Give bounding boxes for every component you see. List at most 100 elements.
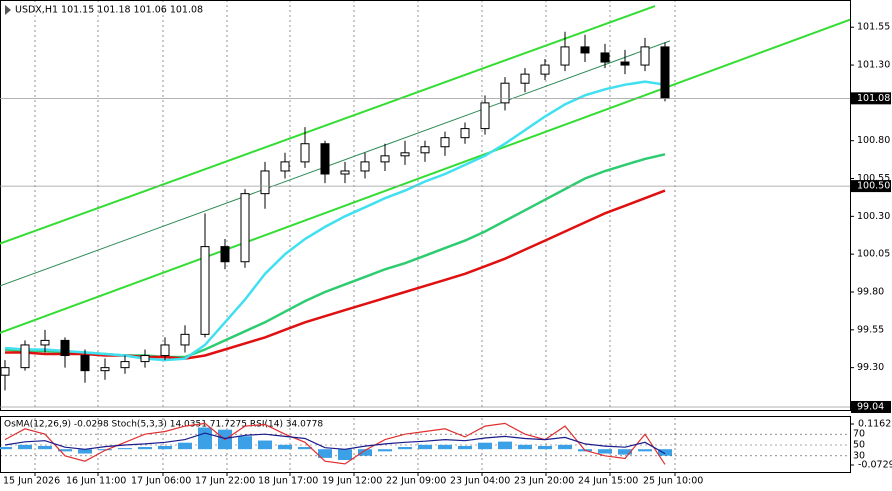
- price-box: [851, 400, 891, 413]
- osma-bar: [38, 445, 52, 450]
- chart-title: USDX,H1 101.15 101.18 101.06 101.08: [15, 5, 203, 16]
- osma-bar: [638, 449, 652, 452]
- price-box: [851, 180, 891, 193]
- osma-bar: [58, 449, 72, 452]
- candle-body: [520, 73, 530, 84]
- osma-bar: [538, 445, 552, 450]
- oscillator-line: [4, 432, 666, 455]
- y-tick-label: 101.55: [857, 22, 890, 33]
- osma-bar: [118, 448, 132, 450]
- x-tick-label: 19 Jun 12:00: [322, 476, 382, 487]
- candle-body: [380, 155, 390, 163]
- y-tick-label: 99.80: [857, 286, 884, 297]
- candle-body: [20, 344, 30, 369]
- candle-body: [320, 143, 330, 175]
- osma-bar: [658, 449, 672, 456]
- osma-bar: [418, 444, 432, 450]
- oscillator-panel-frame: [0, 416, 851, 473]
- channel-line: [0, 18, 851, 334]
- osma-bar: [98, 449, 112, 451]
- y-tick-label: 100.30: [857, 211, 890, 222]
- candle-body: [300, 143, 310, 163]
- candle-body: [420, 146, 430, 154]
- y-tick-label: 100.80: [857, 135, 890, 146]
- candle-body: [660, 46, 670, 99]
- osma-bar: [438, 444, 452, 450]
- candle-body: [620, 61, 630, 66]
- osma-bar: [398, 447, 412, 450]
- candle-body: [460, 128, 470, 139]
- osma-bar: [518, 444, 532, 450]
- price-label: 101.08: [857, 93, 890, 104]
- osma-bar: [178, 442, 192, 450]
- x-tick-label: 25 Jun 10:00: [643, 476, 703, 487]
- candle-body: [260, 170, 270, 195]
- chart-icon: [5, 5, 11, 15]
- candle-body: [40, 339, 50, 346]
- candle-body: [120, 361, 130, 369]
- y-tick-label: 100.05: [857, 249, 890, 260]
- oscillator-title: OsMA(12,26,9) -0.0298 Stoch(5,3,3) 14.03…: [4, 420, 323, 430]
- osma-bar: [158, 445, 172, 450]
- candle-body: [640, 46, 650, 66]
- x-tick-label: 16 Jun 11:00: [66, 476, 126, 487]
- candle-body: [280, 161, 290, 172]
- osma-bar: [318, 449, 332, 458]
- osma-bar: [598, 449, 612, 454]
- channel-line: [0, 40, 671, 287]
- x-tick-label: 22 Jun 09:00: [386, 476, 446, 487]
- osma-bar: [138, 447, 152, 450]
- osma-bar: [378, 449, 392, 452]
- price-label: 100.50: [857, 181, 890, 192]
- price-box: [851, 92, 891, 105]
- candle-body: [180, 333, 190, 346]
- osma-bar: [458, 445, 472, 450]
- candle-body: [340, 170, 350, 175]
- osma-bar: [558, 444, 572, 450]
- osma-bar: [198, 427, 212, 450]
- candle-body: [400, 152, 410, 157]
- price-label: 99.04: [857, 401, 884, 412]
- candle-body: [560, 46, 570, 66]
- y-tick-label: 100.55: [857, 173, 890, 184]
- candle-body: [200, 246, 210, 335]
- candle-body: [220, 246, 230, 263]
- osma-bar: [238, 436, 252, 450]
- channel-line: [0, 5, 656, 245]
- candle-body: [60, 339, 70, 357]
- candle-body: [480, 102, 490, 130]
- y-tick-label: 99.30: [857, 362, 884, 373]
- moving-average: [4, 80, 666, 362]
- candle-body: [360, 161, 370, 172]
- x-tick-label: 23 Jun 04:00: [450, 476, 510, 487]
- candle-body: [140, 355, 150, 363]
- osma-bar: [498, 441, 512, 450]
- osma-bar: [18, 444, 32, 450]
- x-tick-label: 24 Jun 15:00: [578, 476, 638, 487]
- osma-bar: [338, 449, 352, 461]
- x-tick-label: 17 Jun 06:00: [131, 476, 191, 487]
- candle-body: [240, 193, 250, 263]
- candle-body: [600, 52, 610, 63]
- osma-bar: [258, 440, 272, 450]
- y-tick-label: 50: [853, 440, 865, 451]
- candle-body: [80, 355, 90, 372]
- x-tick-label: 17 Jun 22:00: [195, 476, 255, 487]
- y-tick-label: 70: [853, 429, 865, 440]
- osma-bar: [618, 449, 632, 455]
- osma-bar: [478, 442, 492, 450]
- y-tick-label: 101.30: [857, 60, 890, 71]
- osma-bar: [278, 444, 292, 450]
- osma-bar: [78, 449, 92, 454]
- candle-body: [440, 137, 450, 148]
- candle-body: [0, 367, 10, 376]
- x-tick-label: 18 Jun 17:00: [258, 476, 318, 487]
- main-panel-frame: [0, 0, 851, 411]
- candle-body: [160, 344, 170, 357]
- y-tick-label: 0.1162: [858, 419, 891, 430]
- y-tick-label: -0.0729: [858, 459, 892, 470]
- x-tick-label: 23 Jun 20:00: [514, 476, 574, 487]
- candle-body: [100, 367, 110, 372]
